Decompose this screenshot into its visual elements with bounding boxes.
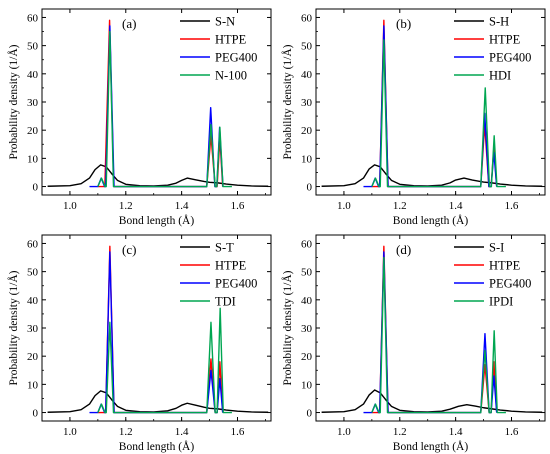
legend-entry: S-H xyxy=(489,15,509,29)
y-tick-label: 0 xyxy=(307,408,313,420)
series-line-ipdi xyxy=(371,256,506,414)
legend-entry: PEG400 xyxy=(489,277,531,291)
y-tick-label: 30 xyxy=(27,323,39,335)
legend-entry: S-N xyxy=(215,15,235,29)
y-tick-label: 20 xyxy=(27,125,39,137)
panel-label: (d) xyxy=(396,242,411,257)
y-tick-label: 50 xyxy=(27,267,39,279)
x-tick-label: 1.0 xyxy=(337,426,351,438)
x-tick-label: 1.6 xyxy=(231,426,245,438)
series-line-htpe xyxy=(97,19,224,188)
x-tick-label: 1.2 xyxy=(393,200,407,212)
y-tick-label: 40 xyxy=(27,295,39,307)
x-tick-label: 1.0 xyxy=(63,200,77,212)
y-tick-label: 40 xyxy=(301,69,313,81)
y-tick-label: 40 xyxy=(301,295,313,307)
legend-entry: HTPE xyxy=(489,33,521,47)
legend-entry: PEG400 xyxy=(215,51,257,65)
panel-label: (a) xyxy=(122,16,136,31)
y-tick-label: 60 xyxy=(301,238,313,250)
legend-entry: S-T xyxy=(215,241,234,255)
chart-panel-1: 1.0 1.2 1.4 1.6 0 10 20 30 40 50 60 Bond length (Å)… xyxy=(6,8,272,227)
series-line-hdi xyxy=(371,39,506,188)
x-tick-label: 1.4 xyxy=(449,426,463,438)
legend-entry: HTPE xyxy=(215,33,247,47)
legend-entry: PEG400 xyxy=(215,277,257,291)
y-tick-label: 60 xyxy=(27,12,39,24)
series-line-n-100 xyxy=(97,30,232,188)
panel-label: (b) xyxy=(396,16,411,31)
y-tick-label: 30 xyxy=(27,97,39,109)
series-line-htpe xyxy=(371,245,498,414)
x-tick-label: 1.4 xyxy=(175,200,189,212)
legend-entry: S-I xyxy=(489,241,504,255)
y-tick-label: 10 xyxy=(27,153,39,165)
chart-panel-4: 1.0 1.2 1.4 1.6 0 10 20 30 40 50 60 Bond length (Å)… xyxy=(280,234,546,453)
y-axis-label: Probability density (1/Å) xyxy=(280,270,294,385)
series-line-s-n xyxy=(47,164,269,187)
y-tick-label: 0 xyxy=(307,182,313,194)
series-line-s-h xyxy=(321,164,543,187)
y-tick-label: 30 xyxy=(301,323,313,335)
series-line-s-i xyxy=(321,389,543,413)
y-tick-label: 50 xyxy=(27,41,39,53)
y-tick-label: 20 xyxy=(27,351,39,363)
y-tick-label: 20 xyxy=(301,125,313,137)
y-tick-label: 20 xyxy=(301,351,313,363)
legend-entry: TDI xyxy=(215,295,236,309)
legend-entry: PEG400 xyxy=(489,51,531,65)
y-tick-label: 40 xyxy=(27,69,39,81)
x-tick-label: 1.6 xyxy=(231,200,245,212)
chart-panel-2: 1.0 1.2 1.4 1.6 0 10 20 30 40 50 60 Bond length (Å)… xyxy=(280,8,546,227)
series-line-htpe xyxy=(97,245,224,414)
series-line-s-t xyxy=(47,390,269,413)
x-tick-label: 1.4 xyxy=(175,426,189,438)
legend-entry: HTPE xyxy=(215,259,247,273)
panel-label: (c) xyxy=(122,242,136,257)
y-tick-label: 0 xyxy=(33,408,39,420)
legend-entry: HTPE xyxy=(489,259,521,273)
y-axis-label: Probability density (1/Å) xyxy=(6,270,20,385)
y-tick-label: 0 xyxy=(33,182,39,194)
y-axis-label: Probability density (1/Å) xyxy=(6,44,20,159)
x-tick-label: 1.2 xyxy=(393,426,407,438)
y-tick-label: 50 xyxy=(301,267,313,279)
y-tick-label: 10 xyxy=(27,379,39,391)
y-tick-label: 60 xyxy=(301,12,313,24)
y-tick-label: 10 xyxy=(301,153,313,165)
x-tick-label: 1.6 xyxy=(505,426,519,438)
y-tick-label: 50 xyxy=(301,41,313,53)
x-tick-label: 1.2 xyxy=(119,200,133,212)
x-tick-label: 1.2 xyxy=(119,426,133,438)
legend-entry: HDI xyxy=(489,69,511,83)
series-line-tdi xyxy=(97,307,232,414)
x-tick-label: 1.0 xyxy=(337,200,351,212)
x-axis-label: Bond length (Å) xyxy=(393,213,469,227)
y-tick-label: 10 xyxy=(301,379,313,391)
y-axis-label: Probability density (1/Å) xyxy=(280,44,294,159)
series-line-htpe xyxy=(371,19,498,188)
y-tick-label: 60 xyxy=(27,238,39,250)
legend-entry: IPDI xyxy=(489,295,513,309)
x-axis-label: Bond length (Å) xyxy=(119,439,195,453)
chart-panel-3: 1.0 1.2 1.4 1.6 0 10 20 30 40 50 60 Bond length (Å)… xyxy=(6,234,272,453)
x-tick-label: 1.4 xyxy=(449,200,463,212)
legend-entry: N-100 xyxy=(215,69,247,83)
x-tick-label: 1.6 xyxy=(505,200,519,212)
x-axis-label: Bond length (Å) xyxy=(119,213,195,227)
x-axis-label: Bond length (Å) xyxy=(393,439,469,453)
y-tick-label: 30 xyxy=(301,97,313,109)
x-tick-label: 1.0 xyxy=(63,426,77,438)
